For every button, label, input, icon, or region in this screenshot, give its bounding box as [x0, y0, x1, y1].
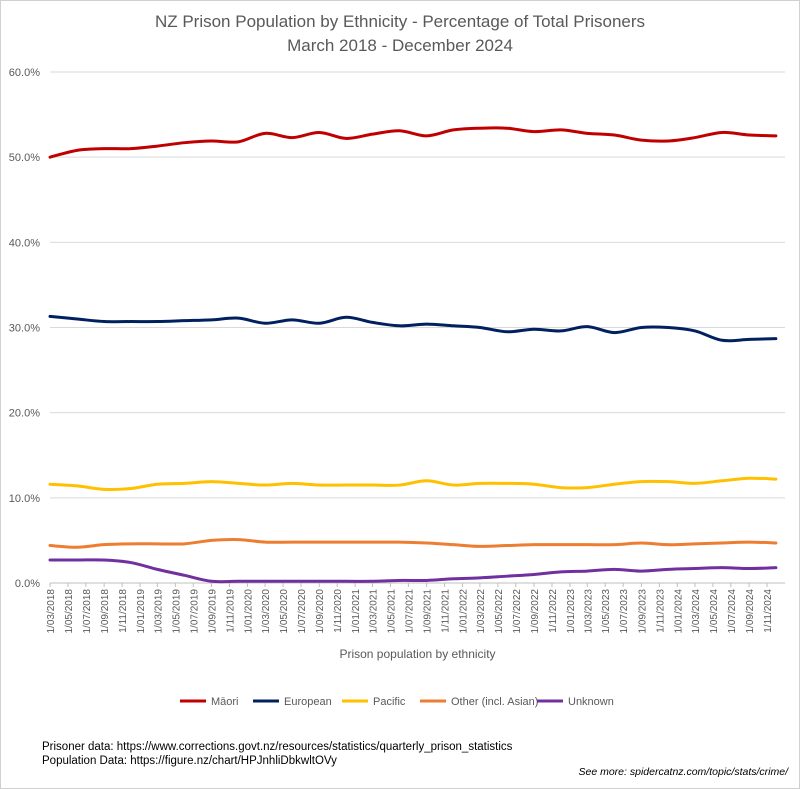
x-tick-label: 1/05/2021 — [386, 589, 397, 634]
x-tick-label: 1/05/2019 — [171, 589, 182, 634]
x-tick-label: 1/07/2023 — [619, 589, 630, 634]
see-more-link[interactable]: See more: spidercatnz.com/topic/stats/cr… — [578, 766, 789, 778]
x-tick-label: 1/11/2024 — [763, 589, 774, 633]
x-tick-label: 1/05/2023 — [601, 589, 612, 634]
x-axis-label: Prison population by ethnicity — [339, 647, 495, 661]
y-tick-label: 40.0% — [9, 237, 40, 249]
x-tick-label: 1/07/2022 — [512, 589, 523, 634]
x-tick-label: 1/11/2018 — [118, 589, 129, 633]
x-tick-label: 1/07/2020 — [297, 589, 308, 634]
x-tick-label: 1/01/2021 — [351, 589, 362, 634]
x-tick-label: 1/11/2023 — [655, 589, 666, 633]
x-tick-label: 1/09/2022 — [530, 589, 541, 634]
x-tick-label: 1/07/2021 — [404, 589, 415, 634]
x-tick-label: 1/01/2020 — [243, 589, 254, 634]
y-tick-label: 50.0% — [9, 152, 40, 164]
series-line-pacific — [48, 476, 778, 491]
x-tick-label: 1/03/2022 — [476, 589, 487, 634]
series-line-unknown — [48, 558, 778, 584]
prisoner-data-source: Prisoner data: https://www.corrections.g… — [42, 741, 513, 753]
x-tick-label: 1/07/2019 — [189, 589, 200, 634]
chart-title: NZ Prison Population by Ethnicity - Perc… — [154, 12, 646, 31]
population-data-source: Population Data: https://figure.nz/chart… — [42, 755, 337, 767]
y-tick-label: 30.0% — [9, 323, 40, 335]
x-tick-label: 1/03/2020 — [261, 589, 272, 634]
x-tick-label: 1/09/2020 — [315, 589, 326, 634]
x-tick-label: 1/11/2019 — [225, 589, 236, 633]
x-tick-label: 1/05/2020 — [279, 589, 290, 634]
x-tick-label: 1/05/2022 — [494, 589, 505, 634]
x-tick-label: 1/03/2021 — [368, 589, 379, 634]
legend-label-pacific: Pacific — [373, 696, 406, 708]
x-tick-label: 1/09/2021 — [423, 589, 434, 634]
y-tick-label: 20.0% — [9, 408, 40, 420]
x-tick-label: 1/11/2020 — [333, 589, 344, 633]
legend-label-other-incl-asian: Other (incl. Asian) — [451, 696, 538, 708]
legend-label-unknown: Unknown — [568, 696, 614, 708]
x-tick-label: 1/03/2019 — [153, 589, 164, 634]
legend-label-m-ori: Māori — [211, 696, 239, 708]
x-tick-label: 1/01/2024 — [673, 589, 684, 634]
series-line-m-ori — [48, 126, 778, 159]
x-tick-label: 1/03/2023 — [583, 589, 594, 634]
x-tick-label: 1/09/2023 — [637, 589, 648, 634]
x-tick-label: 1/09/2019 — [208, 589, 219, 634]
x-tick-label: 1/01/2022 — [459, 589, 470, 634]
y-tick-label: 60.0% — [9, 67, 40, 79]
x-tick-label: 1/01/2019 — [136, 589, 147, 634]
x-tick-label: 1/01/2023 — [566, 589, 577, 634]
chart-subtitle: March 2018 - December 2024 — [287, 36, 513, 55]
x-tick-label: 1/05/2018 — [64, 589, 75, 634]
x-tick-label: 1/05/2024 — [709, 589, 720, 634]
x-tick-label: 1/11/2021 — [441, 589, 452, 633]
x-tick-label: 1/07/2024 — [727, 589, 738, 634]
x-tick-label: 1/11/2022 — [548, 589, 559, 633]
x-tick-label: 1/07/2018 — [82, 589, 93, 634]
x-tick-label: 1/09/2024 — [745, 589, 756, 634]
x-tick-label: 1/03/2018 — [46, 589, 57, 634]
y-tick-label: 0.0% — [15, 578, 40, 590]
x-tick-label: 1/09/2018 — [100, 589, 111, 634]
y-tick-label: 10.0% — [9, 493, 40, 505]
series-line-other-incl-asian — [48, 537, 778, 549]
x-tick-label: 1/03/2024 — [691, 589, 702, 634]
series-line-european — [48, 314, 778, 343]
legend-label-european: European — [284, 696, 332, 708]
